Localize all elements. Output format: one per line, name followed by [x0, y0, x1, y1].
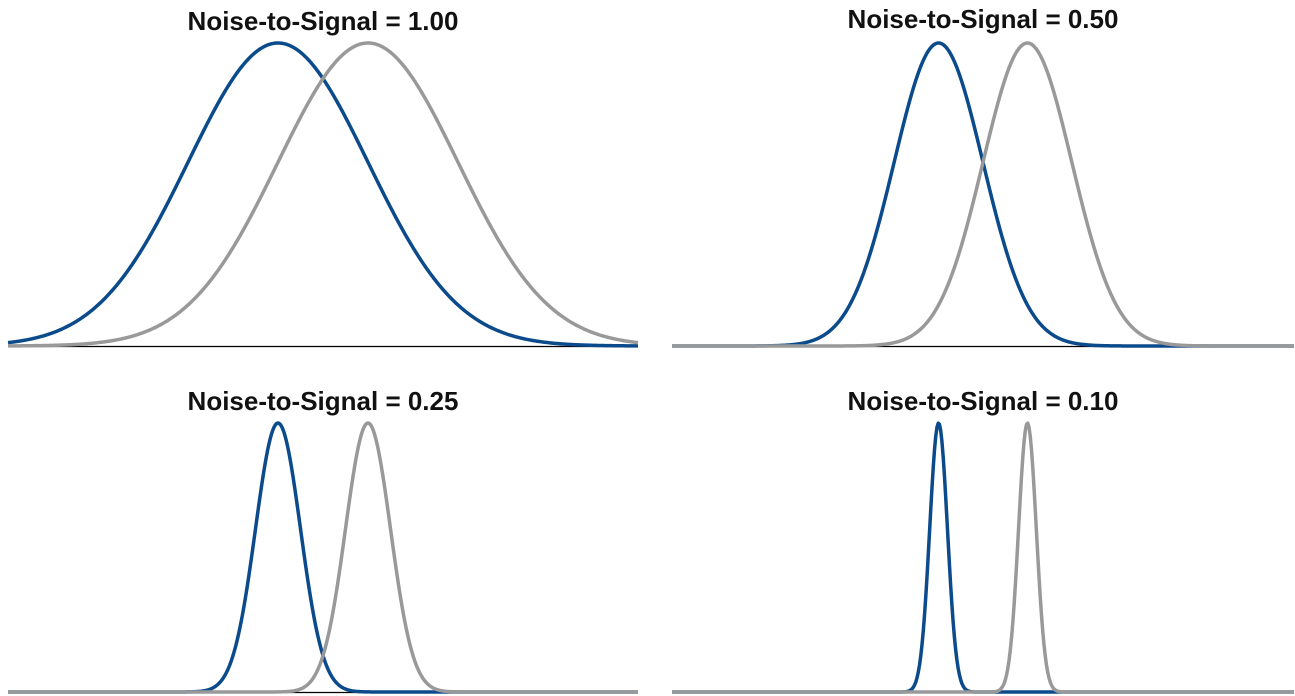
series-line-blue — [671, 41, 1295, 348]
series-line-gray — [671, 41, 1295, 348]
series-line-gray — [7, 421, 639, 694]
panel-bottom-left: Noise-to-Signal = 0.25 — [7, 380, 639, 696]
chart-title: Noise-to-Signal = 1.00 — [187, 6, 459, 36]
chart-title: Noise-to-Signal = 0.50 — [847, 4, 1119, 34]
chart-title: Noise-to-Signal = 0.10 — [847, 386, 1119, 416]
plot-area — [671, 421, 1295, 694]
series-line-gray — [7, 41, 639, 348]
series-line-gray — [671, 421, 1295, 694]
chart-title: Noise-to-Signal = 0.25 — [187, 386, 459, 416]
panel-top-right: Noise-to-Signal = 0.50 — [671, 0, 1295, 350]
plot-area — [7, 41, 639, 348]
plot-area — [7, 421, 639, 694]
plot-area — [671, 41, 1295, 348]
panel-bottom-right: Noise-to-Signal = 0.10 — [671, 380, 1295, 696]
panel-top-left: Noise-to-Signal = 1.00 — [7, 0, 639, 350]
series-line-blue — [671, 421, 1295, 694]
